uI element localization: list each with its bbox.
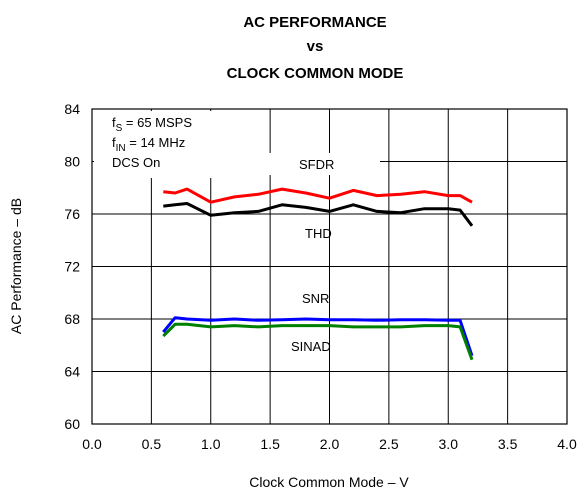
x-tick-label: 0.0 (82, 436, 102, 452)
chart-title-line-2: vs (307, 38, 324, 55)
series-line-sinad (162, 322, 474, 361)
y-tick-label: 68 (64, 311, 80, 327)
condition-line: fIN = 14 MHz (112, 135, 185, 154)
series-label-sinad: SINAD (291, 339, 331, 354)
x-tick-label: 1.0 (201, 436, 221, 452)
series-line-thd (163, 202, 474, 227)
y-tick-label: 60 (64, 416, 80, 432)
chart-title-line-1: AC PERFORMANCE (243, 14, 386, 31)
y-tick-label: 64 (64, 364, 80, 380)
x-tick-label: 3.0 (439, 436, 459, 452)
x-tick-label: 2.0 (320, 436, 340, 452)
series-label-snr: SNR (302, 291, 329, 306)
conditions-background (94, 111, 230, 178)
series-lines (162, 187, 474, 361)
condition-line: DCS On (112, 155, 160, 170)
x-tick-label: 4.0 (557, 436, 577, 452)
y-tick-labels: 60 64 68 72 76 80 84 (64, 101, 80, 432)
series-label-sfdr: SFDR (299, 157, 334, 172)
x-tick-label: 1.5 (260, 436, 280, 452)
chart-title-line-3: CLOCK COMMON MODE (227, 65, 404, 82)
sfdr-label-background (230, 153, 380, 175)
y-tick-label: 84 (64, 101, 80, 117)
condition-line: fS = 65 MSPS (112, 115, 192, 134)
x-tick-label: 2.5 (379, 436, 399, 452)
plot-area-frame (91, 108, 568, 425)
y-axis-label: AC Performance – dB (8, 198, 24, 334)
x-tick-label: 0.5 (142, 436, 162, 452)
y-tick-label: 76 (64, 206, 80, 222)
y-tick-label: 80 (64, 154, 80, 170)
series-label-thd: THD (305, 226, 332, 241)
x-tick-labels: 0.0 0.5 1.0 1.5 2.0 2.5 3.0 3.5 4.0 (82, 436, 577, 452)
y-tick-label: 72 (64, 259, 80, 275)
x-tick-label: 3.5 (498, 436, 518, 452)
series-line-snr (162, 316, 474, 357)
series-line-sfdr (163, 187, 473, 204)
x-axis-label: Clock Common Mode – V (249, 474, 409, 490)
